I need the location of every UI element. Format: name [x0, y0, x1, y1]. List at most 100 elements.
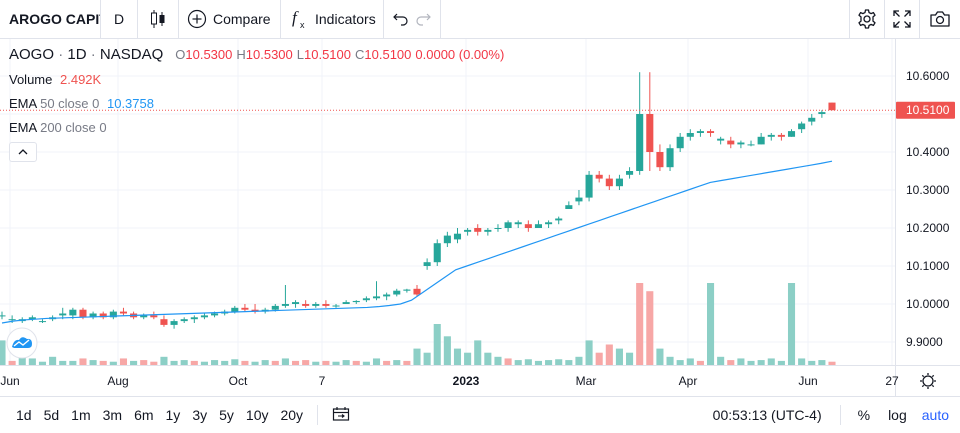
undo-icon[interactable] — [393, 12, 409, 26]
auto-scale-toggle[interactable]: auto — [921, 407, 949, 423]
candle-body — [119, 311, 128, 314]
range-button-6m[interactable]: 6m — [134, 407, 154, 423]
snapshot-button[interactable] — [920, 0, 960, 39]
ema200-params: 200 close 0 — [40, 120, 107, 135]
log-scale-toggle[interactable]: log — [888, 407, 907, 423]
timezone-clock[interactable]: 00:53:13 (UTC-4) — [712, 407, 822, 423]
settings-button[interactable] — [850, 0, 885, 39]
candle-body — [211, 313, 219, 316]
volume-bar — [312, 361, 320, 365]
candle-body — [484, 229, 492, 232]
range-button-1y[interactable]: 1y — [165, 407, 181, 423]
volume-bar — [696, 360, 704, 365]
chart-type-button[interactable] — [138, 0, 179, 39]
legend-ema50-row[interactable]: EMA 50 close 0 10.3758 — [9, 96, 154, 111]
volume-bar — [241, 360, 249, 365]
volume-bar — [28, 358, 36, 365]
legend-exchange: NASDAQ — [99, 46, 164, 63]
candle-body — [372, 296, 381, 299]
candle-body — [504, 222, 512, 228]
date-range-button[interactable] — [326, 406, 356, 425]
range-button-5y[interactable]: 5y — [219, 407, 234, 423]
time-tick-label: Aug — [107, 374, 128, 388]
svg-text:x: x — [300, 20, 305, 30]
symbol-search-button[interactable]: AROGO CAPITAL — [0, 0, 101, 39]
interval-button[interactable]: D — [101, 0, 138, 39]
volume-bar — [0, 340, 6, 365]
volume-bar — [524, 359, 532, 365]
legend-ema200-row[interactable]: EMA 200 close 0 — [9, 120, 107, 135]
compare-button[interactable]: Compare — [179, 0, 281, 39]
volume-bar — [585, 340, 593, 365]
legend-dot: · — [90, 46, 96, 63]
volume-bar — [555, 359, 563, 365]
legend-title[interactable]: AOGO · 1D · NASDAQ — [9, 46, 163, 63]
logo-icon — [12, 337, 32, 348]
range-button-20y[interactable]: 20y — [280, 407, 304, 423]
calendar-range-icon — [332, 406, 350, 421]
candle-body — [636, 114, 644, 171]
range-button-3m[interactable]: 3m — [102, 407, 123, 423]
high-value: 10.5300 — [245, 47, 293, 62]
redo-icon[interactable] — [415, 12, 431, 26]
range-button-1m[interactable]: 1m — [71, 407, 91, 423]
range-button-10y[interactable]: 10y — [245, 407, 269, 423]
candle-body — [808, 117, 816, 122]
candle-body — [322, 304, 330, 306]
volume-bar — [443, 336, 451, 365]
time-axis[interactable]: Jun Aug Oct 7 2023 Mar Apr Jun 27 — [0, 374, 899, 388]
volume-bar — [38, 361, 47, 365]
price-axis[interactable]: 10.600010.500010.400010.300010.200010.10… — [906, 69, 950, 349]
separator — [317, 405, 319, 425]
time-tick-label: 27 — [885, 374, 899, 388]
candle-body — [241, 307, 249, 310]
legend-interval: 1D — [67, 46, 87, 63]
separator — [839, 405, 841, 425]
volume-bar — [646, 291, 654, 365]
volume-bar — [372, 358, 381, 365]
time-tick-label: Apr — [679, 374, 698, 388]
candle-body — [787, 131, 796, 137]
percent-scale-toggle[interactable]: % — [857, 407, 871, 423]
candle-body — [595, 174, 603, 179]
fullscreen-button[interactable] — [885, 0, 920, 39]
fullscreen-icon — [893, 10, 911, 28]
volume-value: 2.492K — [60, 72, 102, 87]
legend-volume-row[interactable]: Volume 2.492K — [9, 72, 101, 87]
candle-body — [818, 112, 826, 114]
legend-main-row: AOGO · 1D · NASDAQ O 10.5300 H 10.5300 L 10… — [9, 46, 504, 63]
price-chart[interactable]: 10.600010.500010.400010.300010.200010.10… — [0, 39, 960, 396]
volume-bar — [605, 344, 613, 365]
candle-body — [79, 309, 87, 318]
chart-legend: AOGO · 1D · NASDAQ O 10.5300 H 10.5300 L 10… — [9, 46, 504, 162]
volume-bar — [484, 352, 492, 365]
compare-label: Compare — [213, 11, 271, 27]
volume-bar — [211, 360, 219, 365]
axis-settings-button[interactable] — [920, 373, 936, 389]
tradingview-logo[interactable] — [6, 327, 38, 359]
candle-body — [717, 138, 725, 141]
open-label: O — [175, 47, 186, 62]
candle-body — [706, 131, 715, 133]
candle-body — [231, 307, 239, 312]
legend-collapse-button[interactable] — [9, 142, 37, 162]
settings-icon — [922, 375, 934, 387]
volume-bar — [717, 356, 725, 365]
range-button-1d[interactable]: 1d — [16, 407, 32, 423]
range-button-3y[interactable]: 3y — [192, 407, 208, 423]
candle-body — [109, 311, 117, 318]
volume-bar — [362, 361, 370, 365]
range-button-5d[interactable]: 5d — [43, 407, 60, 423]
candle-body — [140, 315, 148, 318]
indicators-button[interactable]: f x Indicators — [281, 0, 384, 39]
volume-bar — [281, 358, 289, 365]
candle-body — [453, 233, 462, 240]
candle-body — [312, 304, 320, 306]
volume-bar — [504, 358, 512, 365]
volume-bar — [474, 340, 482, 365]
candle-body — [777, 134, 785, 137]
candle-body — [69, 309, 77, 316]
candles-icon — [151, 10, 165, 28]
volume-bar — [69, 360, 77, 365]
legend-ticker: AOGO — [9, 46, 55, 63]
